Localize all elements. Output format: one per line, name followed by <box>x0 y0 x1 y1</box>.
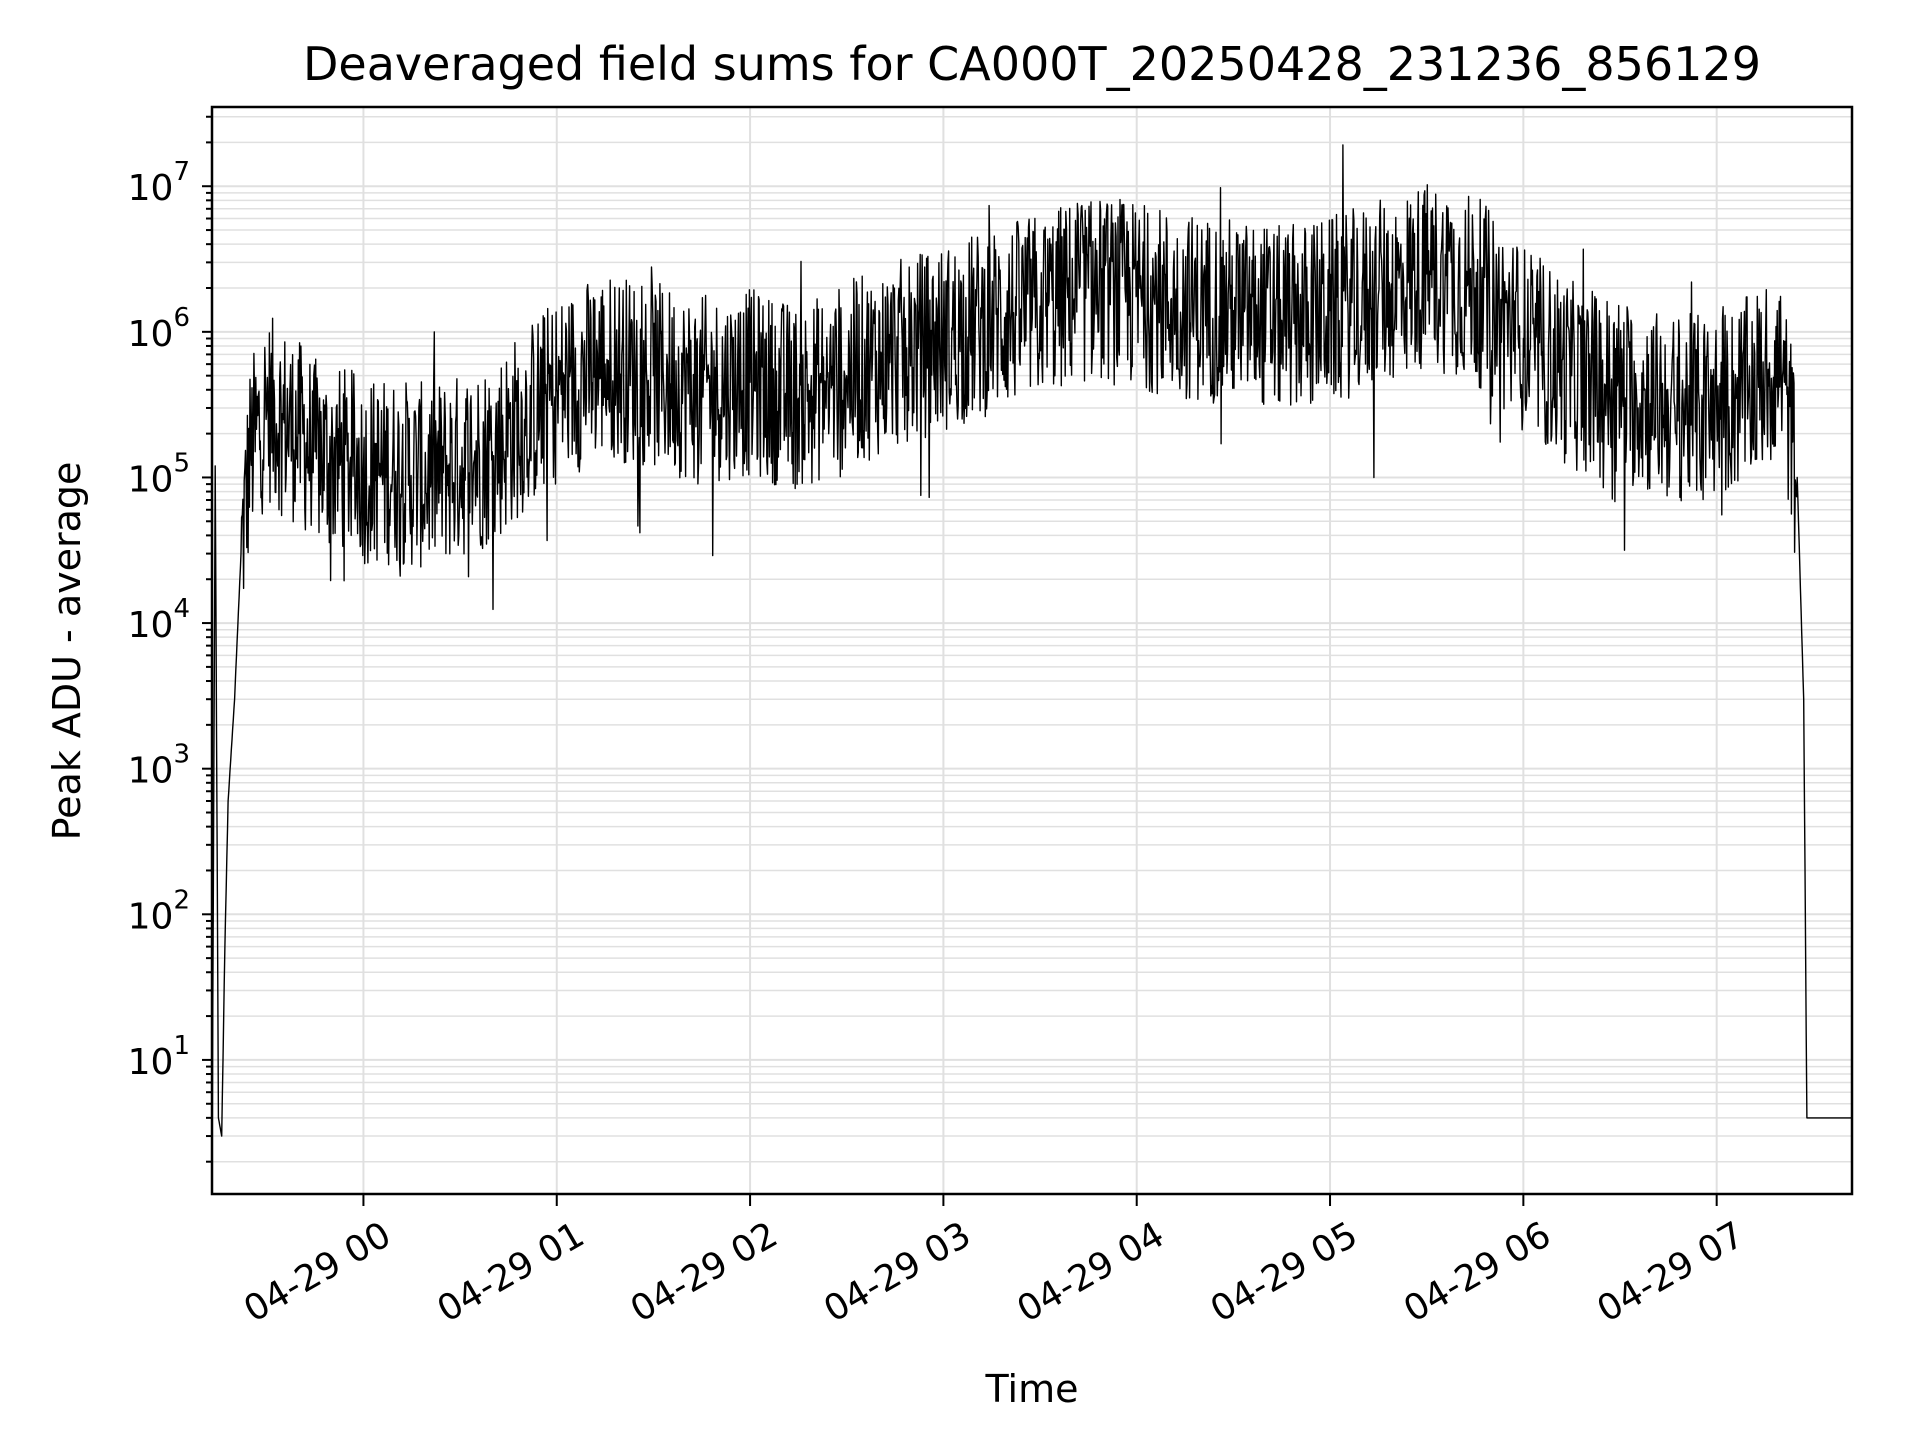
y-tick-exponent: 7 <box>173 157 190 187</box>
y-tick-exponent: 3 <box>173 740 190 770</box>
y-tick-base: 10 <box>128 896 174 937</box>
y-tick-label: 103 <box>128 740 190 792</box>
y-tick-base: 10 <box>128 1042 174 1083</box>
y-tick-label: 107 <box>128 157 190 209</box>
y-tick-base: 10 <box>128 314 174 355</box>
y-tick-exponent: 2 <box>173 885 190 915</box>
y-tick-label: 104 <box>128 594 190 646</box>
y-tick-base: 10 <box>128 459 174 500</box>
y-tick-base: 10 <box>128 605 174 646</box>
y-tick-label: 105 <box>128 448 190 500</box>
y-tick-exponent: 5 <box>173 448 190 478</box>
grid-layer <box>212 107 1852 1194</box>
y-tick-base: 10 <box>128 168 174 209</box>
y-tick-exponent: 6 <box>173 303 190 333</box>
x-axis-label: Time <box>985 1367 1079 1411</box>
data-line-layer <box>211 144 1853 1195</box>
plot-frame <box>210 105 1854 1196</box>
y-tick-exponent: 4 <box>173 594 190 624</box>
y-axis-label: Peak ADU - average <box>45 462 89 841</box>
chart-title: Deaveraged field sums for CA000T_2025042… <box>303 37 1761 91</box>
y-tick-label: 101 <box>128 1031 190 1083</box>
y-tick-exponent: 1 <box>173 1031 190 1061</box>
data-series-line <box>211 144 1853 1195</box>
y-tick-label: 106 <box>128 303 190 355</box>
y-tick-base: 10 <box>128 751 174 792</box>
y-tick-label: 102 <box>128 885 190 937</box>
